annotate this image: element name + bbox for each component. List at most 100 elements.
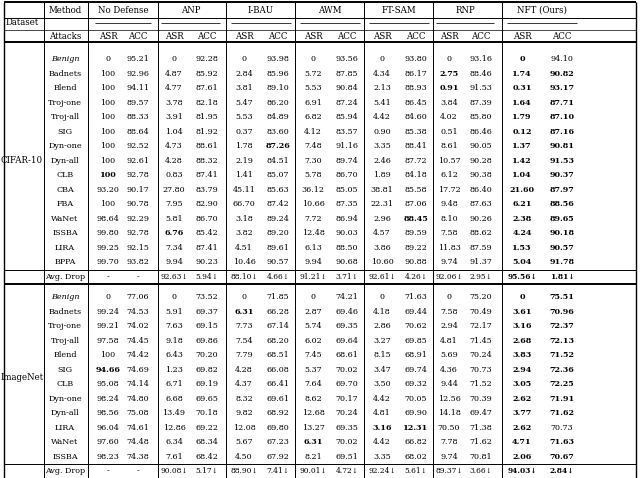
Text: 89.74: 89.74 xyxy=(335,157,358,165)
Text: 12.08: 12.08 xyxy=(232,424,255,432)
Text: Troj-one: Troj-one xyxy=(48,99,82,107)
Text: 74.42: 74.42 xyxy=(127,351,149,359)
Text: 27.80: 27.80 xyxy=(163,186,186,194)
Text: 86.40: 86.40 xyxy=(470,186,492,194)
Text: 92.29: 92.29 xyxy=(127,215,150,223)
Text: 96.04: 96.04 xyxy=(97,424,120,432)
Text: 88.93: 88.93 xyxy=(404,84,428,92)
Text: 4.42: 4.42 xyxy=(373,113,391,121)
Text: 90.57: 90.57 xyxy=(550,244,574,252)
Text: 3.50: 3.50 xyxy=(373,380,391,388)
Text: 8.62: 8.62 xyxy=(304,395,322,403)
Text: ASR: ASR xyxy=(372,32,392,41)
Text: 3.81: 3.81 xyxy=(235,84,253,92)
Text: 4.26↓: 4.26↓ xyxy=(404,273,428,281)
Text: 69.85: 69.85 xyxy=(404,337,428,345)
Text: 86.46: 86.46 xyxy=(470,128,492,136)
Text: 68.51: 68.51 xyxy=(267,351,289,359)
Text: 88.33: 88.33 xyxy=(127,113,149,121)
Text: 85.80: 85.80 xyxy=(470,113,492,121)
Text: 70.81: 70.81 xyxy=(470,453,492,461)
Text: ISSBA: ISSBA xyxy=(52,453,78,461)
Text: 75.51: 75.51 xyxy=(550,293,575,301)
Text: 69.46: 69.46 xyxy=(335,308,358,316)
Text: 0.83: 0.83 xyxy=(165,171,183,179)
Text: 3.82: 3.82 xyxy=(235,229,253,237)
Text: 69.35: 69.35 xyxy=(335,322,358,330)
Text: 5.17↓: 5.17↓ xyxy=(196,467,218,475)
Text: 87.24: 87.24 xyxy=(335,99,358,107)
Text: 2.75: 2.75 xyxy=(440,70,459,78)
Text: 7.45: 7.45 xyxy=(304,351,322,359)
Text: 4.24: 4.24 xyxy=(512,229,532,237)
Text: 8.10: 8.10 xyxy=(440,215,458,223)
Text: 6.91: 6.91 xyxy=(304,99,322,107)
Text: 92.63↓: 92.63↓ xyxy=(160,273,188,281)
Text: 9.74: 9.74 xyxy=(440,258,458,266)
Text: 6.02: 6.02 xyxy=(304,337,322,345)
Text: 95.08: 95.08 xyxy=(97,380,119,388)
Text: 1.42: 1.42 xyxy=(512,157,532,165)
Text: 7.95: 7.95 xyxy=(165,200,183,208)
Text: 69.44: 69.44 xyxy=(404,308,428,316)
Text: 0.31: 0.31 xyxy=(512,84,532,92)
Text: 12.68: 12.68 xyxy=(301,409,324,417)
Text: 3.47: 3.47 xyxy=(373,366,391,374)
Text: 45.11: 45.11 xyxy=(232,186,255,194)
Text: 74.45: 74.45 xyxy=(127,337,149,345)
Text: 13.27: 13.27 xyxy=(301,424,324,432)
Text: 68.02: 68.02 xyxy=(404,453,428,461)
Text: 3.05: 3.05 xyxy=(513,380,532,388)
Text: 3.71↓: 3.71↓ xyxy=(335,273,358,281)
Text: 69.47: 69.47 xyxy=(470,409,492,417)
Text: 69.90: 69.90 xyxy=(404,409,428,417)
Text: 81.95: 81.95 xyxy=(196,113,218,121)
Text: 85.42: 85.42 xyxy=(196,229,218,237)
Text: 72.17: 72.17 xyxy=(470,322,492,330)
Text: Dyn-one: Dyn-one xyxy=(48,395,82,403)
Text: ACC: ACC xyxy=(197,32,217,41)
Text: 4.77: 4.77 xyxy=(165,84,183,92)
Text: 87.06: 87.06 xyxy=(404,200,428,208)
Text: 8.61: 8.61 xyxy=(440,142,458,150)
Text: 70.24: 70.24 xyxy=(470,351,492,359)
Text: 68.20: 68.20 xyxy=(267,337,289,345)
Text: 92.52: 92.52 xyxy=(127,142,149,150)
Text: RNP: RNP xyxy=(455,6,475,14)
Text: 88.45: 88.45 xyxy=(404,215,428,223)
Text: 13.49: 13.49 xyxy=(163,409,186,417)
Text: 2.19: 2.19 xyxy=(235,157,253,165)
Text: 89.24: 89.24 xyxy=(267,215,289,223)
Text: 6.12: 6.12 xyxy=(440,171,458,179)
Text: 85.96: 85.96 xyxy=(267,70,289,78)
Text: 85.94: 85.94 xyxy=(335,113,358,121)
Text: 84.51: 84.51 xyxy=(267,157,289,165)
Text: 70.18: 70.18 xyxy=(196,409,218,417)
Text: 7.54: 7.54 xyxy=(235,337,253,345)
Text: 1.53: 1.53 xyxy=(512,244,532,252)
Text: 87.41: 87.41 xyxy=(196,171,218,179)
Text: 87.26: 87.26 xyxy=(266,142,291,150)
Text: 69.70: 69.70 xyxy=(335,380,358,388)
Text: ACC: ACC xyxy=(471,32,491,41)
Text: 5.53: 5.53 xyxy=(235,113,253,121)
Text: 0: 0 xyxy=(106,55,111,63)
Text: 7.30: 7.30 xyxy=(304,157,322,165)
Text: 93.80: 93.80 xyxy=(404,55,428,63)
Text: 4.73: 4.73 xyxy=(165,142,183,150)
Text: 95.21: 95.21 xyxy=(127,55,149,63)
Text: 87.63: 87.63 xyxy=(470,200,492,208)
Text: ASR: ASR xyxy=(164,32,184,41)
Text: 6.21: 6.21 xyxy=(512,200,532,208)
Text: 69.82: 69.82 xyxy=(196,366,218,374)
Text: 72.37: 72.37 xyxy=(550,322,574,330)
Text: 11.83: 11.83 xyxy=(438,244,460,252)
Text: 87.85: 87.85 xyxy=(336,70,358,78)
Text: 90.37: 90.37 xyxy=(550,171,574,179)
Text: 87.10: 87.10 xyxy=(550,113,575,121)
Text: 6.31: 6.31 xyxy=(234,308,253,316)
Text: 71.62: 71.62 xyxy=(470,438,492,446)
Text: 89.59: 89.59 xyxy=(404,229,428,237)
Text: 4.81: 4.81 xyxy=(373,409,391,417)
Text: 3.86: 3.86 xyxy=(373,244,391,252)
